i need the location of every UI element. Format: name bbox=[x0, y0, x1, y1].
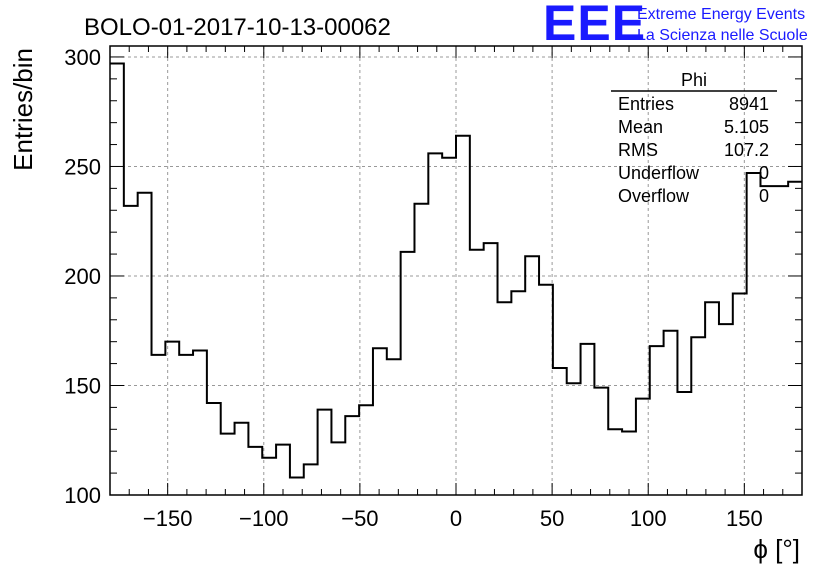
stats-row-value: 8941 bbox=[729, 94, 769, 114]
y-tick-label: 250 bbox=[64, 154, 101, 179]
chart-title: BOLO-01-2017-10-13-00062 bbox=[84, 14, 391, 41]
x-tick-label: 100 bbox=[630, 506, 667, 531]
stats-row-label: Mean bbox=[618, 117, 663, 137]
eee-logo: EEE Extreme Energy Events La Scienza nel… bbox=[543, 0, 808, 51]
stats-rows: Entries 8941 Mean 5.105 RMS 107.2 Underflow 0 Ov… bbox=[618, 94, 769, 206]
histogram-bins bbox=[110, 62, 802, 479]
y-tick-label: 300 bbox=[64, 45, 101, 70]
y-axis-label: Entries/bin bbox=[8, 48, 38, 171]
stats-row-label: Underflow bbox=[618, 163, 700, 183]
logo-line1: Extreme Energy Events bbox=[637, 6, 805, 23]
logo-line2: La Scienza nelle Scuole bbox=[637, 27, 808, 44]
y-tick-label: 100 bbox=[64, 483, 101, 508]
x-tick-label: −50 bbox=[341, 506, 378, 531]
y-tick-label: 200 bbox=[64, 264, 101, 289]
stats-row-value: 0 bbox=[759, 186, 769, 206]
y-tick-label: 150 bbox=[64, 373, 101, 398]
logo-mark: EEE bbox=[543, 0, 646, 51]
grid-lines bbox=[110, 46, 802, 496]
stats-row-value: 5.105 bbox=[724, 117, 769, 137]
x-tick-label: −100 bbox=[239, 506, 289, 531]
stats-row-label: Overflow bbox=[618, 186, 690, 206]
x-tick-label: 50 bbox=[540, 506, 564, 531]
stats-row-value: 0 bbox=[759, 163, 769, 183]
stats-row-value: 107.2 bbox=[724, 140, 769, 160]
stats-box-name: Phi bbox=[681, 70, 707, 90]
x-axis-label: ϕ [°] bbox=[753, 534, 800, 564]
x-tick-label: 150 bbox=[726, 506, 763, 531]
x-tick-label: 0 bbox=[450, 506, 462, 531]
y-axis-ticks: 100 150 200 250 300 bbox=[64, 45, 802, 508]
x-axis-ticks: −150 −100 −50 0 50 100 150 bbox=[109, 46, 803, 531]
stats-box: Phi Entries 8941 Mean 5.105 RMS 107.2 Underflo… bbox=[611, 70, 777, 206]
stats-row-label: Entries bbox=[618, 94, 674, 114]
x-tick-label: −150 bbox=[143, 506, 193, 531]
stats-row-label: RMS bbox=[618, 140, 658, 160]
histogram-outline bbox=[110, 62, 802, 479]
